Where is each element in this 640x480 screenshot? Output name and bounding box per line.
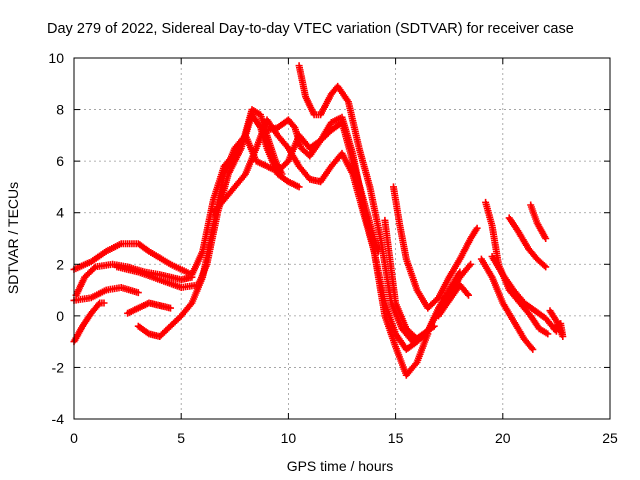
y-tick-label: 6 xyxy=(56,153,64,169)
x-tick-label: 0 xyxy=(70,430,78,446)
series-markers xyxy=(488,253,560,335)
series-arc-18 xyxy=(527,201,550,242)
series-arc-13 xyxy=(435,281,472,320)
series-arc-9 xyxy=(263,113,432,379)
series-markers xyxy=(527,201,550,242)
y-axis-label: SDTVAR / TECUs xyxy=(5,182,21,294)
series-arc-16 xyxy=(488,253,560,335)
x-tick-label: 25 xyxy=(602,430,618,446)
series-markers xyxy=(435,281,472,320)
x-tick-label: 5 xyxy=(177,430,185,446)
axis-ticks: 0 5 10 15 20 25 -4 -2 0 2 4 6 8 10 xyxy=(48,50,618,446)
chart-title: Day 279 of 2022, Sidereal Day-to-day VTE… xyxy=(47,21,574,37)
series-markers xyxy=(295,62,438,346)
series-markers xyxy=(505,214,550,271)
series-arc-19 xyxy=(546,307,567,340)
series-markers xyxy=(124,299,174,317)
series-arc-5 xyxy=(124,299,174,317)
data-series xyxy=(70,62,567,379)
series-arc-12 xyxy=(390,183,481,312)
y-tick-label: -4 xyxy=(52,411,65,427)
series-arc-7 xyxy=(113,106,286,291)
series-arc-10 xyxy=(295,62,438,346)
series-arc-6 xyxy=(134,119,382,340)
series-markers xyxy=(477,255,537,353)
y-tick-label: 0 xyxy=(56,308,64,324)
x-tick-label: 20 xyxy=(495,430,511,446)
series-arc-15 xyxy=(477,255,537,353)
x-tick-label: 10 xyxy=(281,430,297,446)
series-markers xyxy=(263,113,432,379)
series-arc-17 xyxy=(505,214,550,271)
series-markers xyxy=(390,183,481,312)
y-tick-label: 10 xyxy=(48,50,64,66)
x-tick-label: 15 xyxy=(388,430,404,446)
series-markers xyxy=(381,216,464,343)
series-arc-11 xyxy=(381,216,464,343)
y-tick-label: -2 xyxy=(52,359,65,375)
series-arc-4 xyxy=(70,299,108,346)
series-markers xyxy=(546,307,567,340)
series-markers xyxy=(113,106,286,291)
y-tick-label: 4 xyxy=(56,205,64,221)
series-markers xyxy=(134,119,382,340)
x-axis-label: GPS time / hours xyxy=(287,458,394,474)
y-tick-label: 8 xyxy=(56,102,64,118)
grid-lines xyxy=(74,58,610,419)
plot-frame xyxy=(73,57,611,420)
series-markers xyxy=(70,299,108,346)
y-tick-label: 2 xyxy=(56,256,64,272)
